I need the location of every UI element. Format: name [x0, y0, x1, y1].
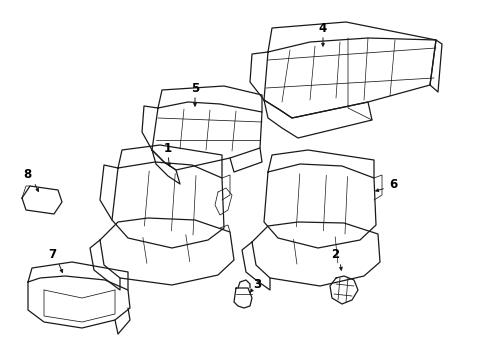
Text: 8: 8: [23, 168, 31, 181]
Text: 6: 6: [388, 179, 396, 192]
Text: 3: 3: [252, 279, 261, 292]
Text: 4: 4: [318, 22, 326, 35]
Text: 2: 2: [330, 248, 338, 261]
Text: 5: 5: [190, 81, 199, 94]
Text: 7: 7: [48, 248, 56, 261]
Text: 1: 1: [163, 141, 172, 154]
